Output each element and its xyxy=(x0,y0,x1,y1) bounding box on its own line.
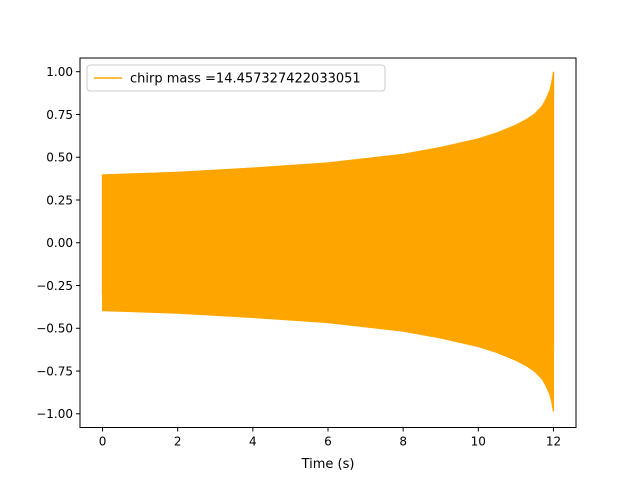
x-tick-label: 0 xyxy=(99,435,107,449)
y-tick-label: 0.75 xyxy=(46,108,73,122)
y-tick-label: −0.75 xyxy=(36,364,73,378)
legend: chirp mass =14.457327422033051 xyxy=(86,64,386,92)
y-tick-label: 0.00 xyxy=(46,236,73,250)
x-tick-label: 2 xyxy=(174,435,182,449)
y-tick-label: −0.25 xyxy=(36,279,73,293)
x-axis: 0 2 4 6 8 10 12 xyxy=(99,427,561,449)
legend-label: chirp mass =14.457327422033051 xyxy=(130,72,361,87)
y-tick-label: 0.25 xyxy=(46,193,73,207)
y-axis: −1.00 −0.75 −0.50 −0.25 0.00 0.25 0.50 0.75 1.00 xyxy=(36,65,80,421)
x-axis-label: Time (s) xyxy=(301,457,355,472)
y-tick-label: 0.50 xyxy=(46,151,73,165)
y-tick-label: −1.00 xyxy=(36,407,73,421)
legend-box xyxy=(86,64,386,92)
x-tick-label: 10 xyxy=(471,435,486,449)
x-tick-label: 8 xyxy=(399,435,407,449)
x-tick-label: 4 xyxy=(249,435,257,449)
y-tick-label: −0.50 xyxy=(36,322,73,336)
series-line xyxy=(101,71,555,412)
y-tick-label: 1.00 xyxy=(46,65,73,79)
x-tick-label: 6 xyxy=(324,435,332,449)
x-tick-label: 12 xyxy=(546,435,561,449)
series-layer xyxy=(101,71,555,412)
